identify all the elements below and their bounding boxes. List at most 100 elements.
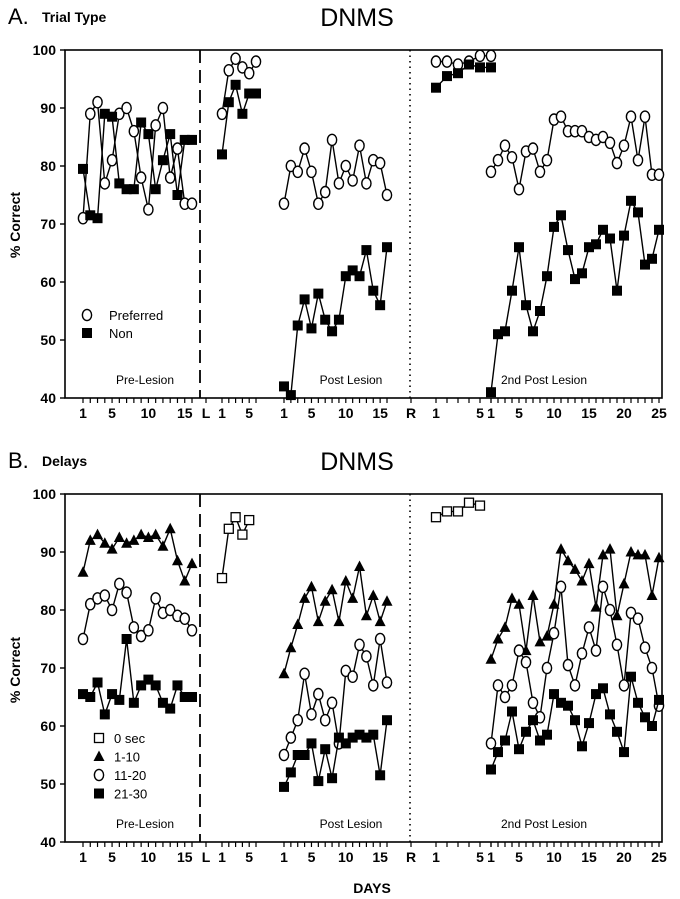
panel-b-series-21-30-point (85, 692, 96, 702)
panel-a-series-non-point (157, 155, 168, 166)
panel-a-series-preferred-point (292, 165, 304, 179)
panel-b-series-11-20-point (313, 687, 324, 701)
panel-b-series-1-10-point (326, 583, 338, 595)
panel-b-series-1-10-point (278, 667, 290, 679)
panel-a-series-preferred-point (135, 171, 147, 184)
panel-b-series-0-sec-point (452, 506, 464, 517)
panel-b-series-11-20-point (299, 667, 310, 681)
panel-b-series-21-30-point (528, 715, 538, 726)
panel-b-series-21-30-point (619, 747, 629, 758)
panel-a-series-preferred-point (143, 203, 154, 216)
panel-b-series-1-10-point (590, 601, 602, 612)
panel-b-series-11-20-point (354, 638, 365, 652)
panel-b-series-1-10-point (285, 641, 297, 653)
panel-b-series-21-30-point (493, 747, 503, 758)
panel-a-series-preferred-point (92, 95, 103, 109)
panel-b-ytick-label: 40 (40, 834, 56, 850)
panel-a-series-non-point (605, 233, 615, 244)
panel-b-series-11-20-point (499, 690, 511, 704)
panel-a-series-non-point (165, 129, 176, 140)
panel-b-series-1-10-point (611, 609, 623, 621)
panel-b-series-11-20-point (611, 638, 623, 652)
panel-a-series-preferred-point (653, 168, 665, 181)
panel-b-series-0-sec-point (474, 500, 486, 511)
panel-a-series-non-point (577, 268, 587, 279)
panel-a-xtick-label: 15 (177, 405, 193, 421)
panel-b-series-21-30-point (521, 726, 531, 737)
panel-a-series-non-point (640, 259, 650, 270)
panel-b-series-11-20-point (604, 603, 616, 617)
panel-a-series-non-point (327, 326, 338, 337)
panel-b-series-21-30-point (299, 750, 310, 760)
panel-b-xtick-label: 1 (432, 849, 440, 865)
panel-a-xtick-label: 15 (581, 405, 597, 421)
panel-a-series-preferred-point (597, 130, 609, 144)
panel-b-series-1-10-point (292, 618, 304, 629)
panel-a-series-non-point (99, 108, 110, 119)
panel-a-xtick-label: 10 (141, 405, 157, 421)
panel-b-series-1-10-point (347, 592, 359, 603)
panel-b-series-1-10-point (485, 653, 497, 664)
panel-a-series-non-point (535, 306, 545, 316)
panel-a-xtick-label: 15 (372, 405, 388, 421)
panel-b-legend-label: 11-20 (114, 768, 146, 783)
panel-b-series-1-10-point (604, 543, 616, 554)
panel-b-series-21-30-point (486, 764, 496, 775)
panel-b-series-21-30-point (598, 683, 608, 694)
panel-a-series-preferred-point (319, 185, 331, 199)
panel-a-series-preferred-point (441, 55, 453, 68)
panel-b-series-1-10-point (84, 534, 96, 545)
panel-b-series-1-10-point (106, 543, 118, 554)
panel-b-series-1-10-point (576, 575, 588, 586)
panel-a-series-non-point (591, 239, 601, 250)
panel-b-series-11-20-point (646, 661, 658, 675)
panel-b-series-1-10-point (597, 548, 609, 560)
panel-b-series-1-10-point (541, 630, 553, 641)
panel-b-series-11-20-point (569, 679, 581, 692)
panel-b-series-1-10-point (360, 609, 372, 621)
panel-a-series-non-point (514, 242, 524, 253)
panel-a-series-non-point (647, 253, 657, 264)
panel-a-ytick-label: 60 (40, 274, 56, 290)
panel-b-series-21-30-point (92, 677, 103, 688)
panel-a-series-non-point (320, 314, 331, 325)
panel-b-series-11-20-point (485, 737, 497, 750)
panel-b-letter: B. (8, 448, 29, 473)
panel-b-series-21-30-point (121, 634, 132, 644)
panel-a-series-non-point (464, 59, 474, 70)
panel-a-series-preferred-point (534, 165, 546, 179)
panel-a-series-preferred-point (632, 153, 644, 167)
panel-b-xtick-label: 5 (308, 849, 316, 865)
panel-a-series-preferred-point (172, 142, 183, 155)
panel-b-series-11-20-point (278, 748, 290, 762)
panel-b-series-11-20-point (186, 624, 198, 637)
panel-a-series-non-point (361, 245, 372, 256)
panel-a-series-non-point (493, 329, 503, 340)
panel-a-series-non-point (521, 300, 531, 311)
panel-b-title: DNMS (320, 448, 394, 476)
panel-a-series-preferred-point (374, 156, 386, 170)
panel-b-series-0-sec-point (230, 512, 241, 523)
panel-a-xtick-label: 1 (432, 405, 440, 421)
panel-a-series-preferred-point (506, 150, 518, 164)
panel-b-series-1-10-point (492, 633, 504, 644)
panel-b-series-21-30-point (361, 732, 372, 743)
panel-a-ytick-label: 90 (40, 100, 56, 116)
panel-a-ytick-label: 50 (40, 332, 56, 348)
panel-a-series-preferred-point (361, 177, 372, 190)
panel-a-series-non-point (584, 242, 594, 253)
panel-a-series-preferred-point (618, 139, 630, 152)
panel-b-series-1-10-point (555, 543, 567, 554)
panel-b-series-21-30-point (292, 750, 303, 760)
panel-a-series-preferred-point (513, 182, 525, 196)
panel-a-xtick-label: 20 (616, 405, 632, 421)
panel-b-series-21-30-point (165, 703, 176, 714)
panel-a-series-non-point (340, 271, 351, 282)
panel-b-series-21-30-point (99, 709, 110, 720)
panel-a-series-non-point (223, 97, 234, 108)
panel-b-series-21-30-point (626, 671, 636, 682)
panel-a-series-preferred-point (150, 119, 161, 132)
panel-a-series-preferred-line (283, 139, 388, 206)
panel-b-xtick-label: 1 (280, 849, 288, 865)
